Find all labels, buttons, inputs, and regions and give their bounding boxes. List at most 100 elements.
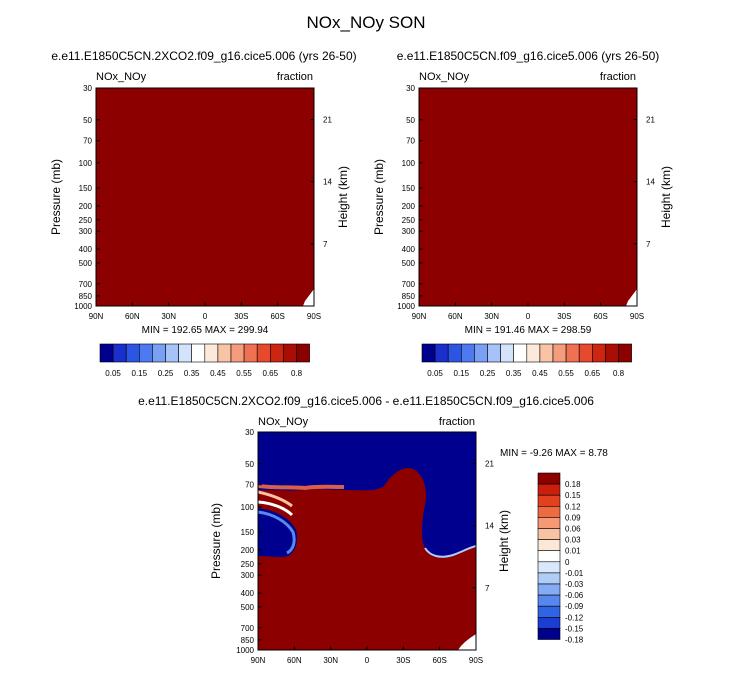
latitude-tick-label: 60S bbox=[433, 656, 447, 665]
pressure-tick-label: 150 bbox=[241, 528, 255, 537]
height-tick-label: 14 bbox=[646, 178, 655, 187]
colorbar-label: 0.05 bbox=[105, 369, 121, 378]
y-axis-right-title: Height (km) bbox=[336, 166, 350, 228]
colorbar-swatch bbox=[99, 343, 114, 363]
colorbar-label: 0.15 bbox=[565, 491, 581, 500]
units-label: fraction bbox=[600, 71, 636, 83]
colorbar-label: -0.15 bbox=[565, 624, 584, 633]
colorbar-swatch bbox=[152, 343, 166, 363]
colorbar-label: 0.09 bbox=[565, 513, 581, 522]
colorbar-swatch bbox=[125, 343, 140, 363]
colorbar-label: 0.35 bbox=[184, 369, 200, 378]
variable-label: NOx_NOy bbox=[419, 71, 470, 83]
colorbar-swatch bbox=[537, 528, 561, 540]
figure-title: NOx_NOy SON bbox=[306, 13, 425, 32]
pressure-tick-label: 200 bbox=[402, 202, 416, 211]
colorbar-label: 0.65 bbox=[585, 369, 601, 378]
colorbar-swatch bbox=[537, 561, 561, 574]
latitude-tick-label: 90N bbox=[251, 656, 266, 665]
colorbar-swatch bbox=[526, 343, 541, 363]
colorbar-swatch bbox=[243, 343, 258, 363]
pressure-tick-label: 200 bbox=[241, 546, 255, 555]
colorbar-label: -0.12 bbox=[565, 613, 584, 622]
height-tick-label: 7 bbox=[646, 240, 651, 249]
pressure-tick-label: 300 bbox=[241, 571, 255, 580]
pressure-tick-label: 700 bbox=[402, 280, 416, 289]
colorbar-label: 0.55 bbox=[558, 369, 574, 378]
colorbar-swatch bbox=[537, 539, 561, 551]
pressure-tick-label: 500 bbox=[79, 259, 93, 268]
colorbar-swatch bbox=[537, 572, 561, 585]
pressure-tick-label: 400 bbox=[241, 589, 255, 598]
colorbar-label: 0.25 bbox=[158, 369, 174, 378]
colorbar-swatch bbox=[537, 517, 561, 529]
pressure-tick-label: 850 bbox=[402, 292, 416, 301]
pressure-tick-label: 250 bbox=[241, 560, 255, 569]
pressure-tick-label: 200 bbox=[79, 202, 93, 211]
colorbar-label: 0.18 bbox=[565, 480, 581, 489]
pressure-tick-label: 100 bbox=[402, 159, 416, 168]
negative-field-upper bbox=[258, 432, 476, 557]
latitude-tick-label: 60N bbox=[287, 656, 302, 665]
latitude-tick-label: 0 bbox=[526, 312, 531, 321]
latitude-axis: 90N 60N 30N 0 30S 60S 90S bbox=[89, 302, 321, 321]
y-axis-right-title: Height (km) bbox=[659, 166, 673, 228]
units-label: fraction bbox=[277, 71, 313, 83]
topography-mask bbox=[458, 634, 476, 650]
pressure-tick-label: 250 bbox=[79, 216, 93, 225]
plot-field bbox=[96, 88, 314, 306]
colorbar-swatch bbox=[256, 343, 271, 363]
latitude-tick-label: 90S bbox=[469, 656, 483, 665]
colorbar-label: 0 bbox=[565, 558, 570, 567]
colorbar-label: 0.15 bbox=[132, 369, 148, 378]
pressure-tick-label: 300 bbox=[402, 227, 416, 236]
colorbar-label: -0.01 bbox=[565, 569, 584, 578]
colorbar-swatch bbox=[434, 343, 449, 363]
colorbar-swatch bbox=[578, 343, 593, 363]
colorbar-label: 0.45 bbox=[532, 369, 548, 378]
colorbar-label: 0.06 bbox=[565, 525, 581, 534]
latitude-tick-label: 30S bbox=[396, 656, 410, 665]
pressure-tick-label: 30 bbox=[406, 84, 415, 93]
gradient-band bbox=[258, 510, 296, 555]
height-tick-label: 14 bbox=[323, 178, 332, 187]
pressure-tick-label: 850 bbox=[79, 292, 93, 301]
colorbar-swatch bbox=[565, 343, 580, 363]
colorbar-swatch bbox=[112, 343, 127, 363]
gradient-band bbox=[424, 545, 476, 558]
colorbar-swatch bbox=[618, 343, 632, 363]
height-tick-label: 21 bbox=[485, 459, 494, 468]
pressure-tick-label: 150 bbox=[79, 184, 93, 193]
variable-label: NOx_NOy bbox=[96, 71, 147, 83]
panel-top-right: e.e11.E1850C5CN.f09_g16.cice5.006 (yrs 2… bbox=[372, 49, 673, 378]
colorbar-swatch bbox=[537, 628, 561, 640]
colorbar-swatch bbox=[204, 343, 219, 363]
colorbar-swatch bbox=[537, 505, 561, 518]
pressure-tick-label: 150 bbox=[402, 184, 416, 193]
height-axis: 21 14 7 bbox=[472, 459, 494, 593]
panel-title: e.e11.E1850C5CN.f09_g16.cice5.006 (yrs 2… bbox=[397, 49, 660, 63]
colorbar-label: 0.15 bbox=[454, 369, 470, 378]
latitude-tick-label: 90S bbox=[630, 312, 644, 321]
colorbar-swatch bbox=[591, 343, 606, 363]
pressure-tick-label: 1000 bbox=[236, 646, 254, 655]
pressure-tick-label: 400 bbox=[79, 245, 93, 254]
pressure-tick-label: 50 bbox=[83, 116, 92, 125]
y-axis-title: Pressure (mb) bbox=[209, 503, 223, 579]
min-max-stats: MIN = 192.65 MAX = 299.94 bbox=[142, 325, 269, 336]
colorbar-swatch bbox=[539, 343, 554, 363]
height-tick-label: 21 bbox=[323, 115, 332, 124]
units-label: fraction bbox=[439, 416, 475, 428]
latitude-tick-label: 60N bbox=[448, 312, 463, 321]
latitude-tick-label: 0 bbox=[203, 312, 208, 321]
colorbar-label: 0.12 bbox=[565, 502, 581, 511]
colorbar-label: 0.01 bbox=[565, 547, 581, 556]
colorbar-label: -0.06 bbox=[565, 591, 584, 600]
pressure-tick-label: 30 bbox=[245, 428, 254, 437]
pressure-tick-label: 100 bbox=[79, 159, 93, 168]
colorbar-swatch bbox=[537, 605, 561, 618]
colorbar-swatch bbox=[296, 343, 310, 363]
panel-title: e.e11.E1850C5CN.2XCO2.f09_g16.cice5.006 … bbox=[138, 394, 594, 408]
pressure-tick-label: 500 bbox=[402, 259, 416, 268]
latitude-tick-label: 90N bbox=[412, 312, 427, 321]
